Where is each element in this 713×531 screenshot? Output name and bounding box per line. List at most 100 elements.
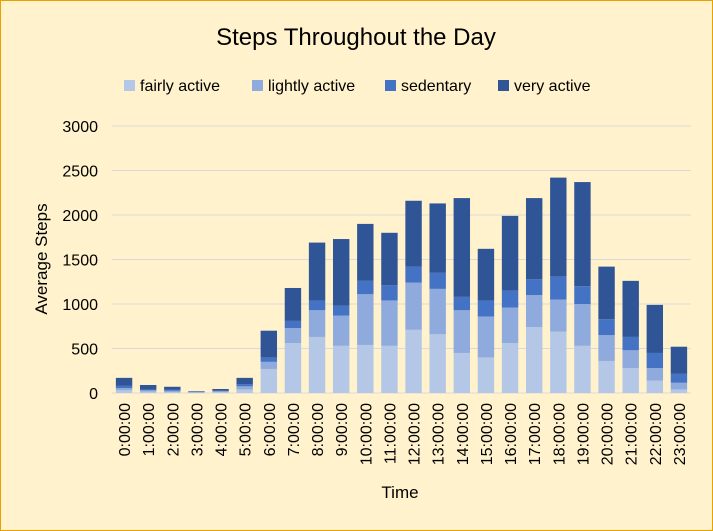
x-tick-label: 13:00:00 (431, 403, 448, 465)
legend-swatch (498, 80, 509, 91)
bar-segment-sedentary (501, 290, 519, 308)
bar-segment-lightly-active (550, 299, 567, 332)
bar-segment-fairly-active (501, 343, 519, 393)
bar-segment-lightly-active (115, 388, 133, 391)
bar-segment-sedentary (670, 373, 688, 383)
x-tick-label: 14:00:00 (455, 403, 472, 465)
bar-segment-very-active (284, 287, 302, 321)
bar-segment-sedentary (598, 319, 615, 336)
y-tick-label: 3000 (62, 119, 98, 136)
bar-segment-lightly-active (646, 368, 664, 381)
bar-segment-lightly-active (381, 300, 398, 346)
bar-segment-very-active (332, 239, 350, 306)
bars (115, 177, 688, 393)
bar-segment-very-active (525, 198, 543, 280)
x-axis-ticks: 0:00:00 1:00:00 2:00:00 3:00:00 4:00:00 5:00:… (117, 403, 689, 465)
bar-segment-fairly-active (139, 391, 157, 393)
bar-segment-sedentary (308, 300, 326, 311)
x-tick-label: 6:00:00 (262, 403, 279, 456)
bar-segment-sedentary (574, 286, 591, 304)
bar-segment-very-active (139, 384, 157, 390)
x-tick-label: 8:00:00 (310, 403, 327, 456)
bar-segment-fairly-active (550, 331, 567, 393)
x-tick-label: 15:00:00 (479, 403, 496, 465)
bar-segment-sedentary (236, 384, 253, 387)
bar-segment-fairly-active (405, 329, 422, 393)
y-tick-label: 1500 (62, 253, 98, 270)
x-tick-label: 21:00:00 (624, 403, 641, 465)
bar-segment-lightly-active (357, 294, 374, 345)
y-axis-ticks: 0 500 1000 1500 2000 2500 3000 (62, 119, 98, 403)
y-tick-label: 2000 (62, 208, 98, 225)
bar-segment-sedentary (525, 279, 543, 296)
bar-segment-lightly-active (332, 315, 350, 346)
x-tick-label: 12:00:00 (407, 403, 424, 465)
bar-segment-lightly-active (501, 307, 519, 344)
bar-segment-fairly-active (284, 343, 302, 393)
gridlines (112, 125, 691, 394)
bar-segment-fairly-active (212, 392, 229, 393)
bar-segment-lightly-active (453, 310, 471, 353)
bar-segment-very-active (212, 388, 229, 391)
bar-segment-sedentary (260, 357, 278, 362)
legend-label: very active (514, 78, 591, 95)
bar-segment-sedentary (550, 276, 567, 300)
bar-segment-sedentary (139, 389, 157, 391)
x-tick-label: 10:00:00 (358, 403, 375, 465)
bar-segment-very-active (357, 223, 374, 281)
bar-segment-lightly-active (525, 295, 543, 328)
bar-segment-fairly-active (381, 345, 398, 393)
bar-segment-fairly-active (622, 368, 639, 393)
bar-segment-sedentary (357, 280, 374, 295)
y-axis-title: Average Steps (32, 203, 51, 314)
bar-segment-fairly-active (308, 336, 326, 393)
x-axis-title: Time (381, 483, 418, 502)
legend-swatch (252, 80, 263, 91)
bar-segment-sedentary (164, 389, 181, 391)
bar-segment-very-active (115, 377, 133, 386)
x-tick-label: 1:00:00 (141, 403, 158, 456)
bar-segment-lightly-active (164, 390, 181, 393)
bar-segment-sedentary (429, 272, 446, 289)
bar-segment-sedentary (115, 385, 133, 389)
bar-segment-fairly-active (236, 389, 253, 393)
x-tick-label: 4:00:00 (214, 403, 231, 456)
bar-segment-fairly-active (164, 392, 181, 393)
bar-segment-lightly-active (212, 391, 229, 393)
bar-segment-very-active (453, 198, 471, 297)
bar-segment-fairly-active (453, 352, 471, 393)
bar-segment-lightly-active (405, 282, 422, 330)
y-tick-label: 500 (71, 342, 98, 359)
bar-segment-very-active (236, 377, 253, 385)
x-tick-label: 2:00:00 (165, 403, 182, 456)
bar-segment-sedentary (477, 300, 495, 317)
bar-segment-very-active (429, 203, 446, 273)
bar-segment-sedentary (405, 266, 422, 283)
bar-segment-fairly-active (260, 368, 278, 393)
bar-segment-sedentary (332, 305, 350, 316)
bar-segment-lightly-active (574, 304, 591, 346)
bar-segment-very-active (477, 248, 495, 301)
bar-segment-fairly-active (525, 327, 543, 393)
bar-segment-fairly-active (646, 380, 664, 393)
bar-segment-lightly-active (284, 328, 302, 344)
bar-segment-fairly-active (357, 344, 374, 393)
bar-segment-lightly-active (670, 382, 688, 390)
x-tick-label: 11:00:00 (382, 403, 399, 464)
legend-label: lightly active (268, 78, 355, 95)
bar-segment-very-active (405, 200, 422, 267)
y-tick-label: 2500 (62, 164, 98, 181)
bar-segment-very-active (501, 215, 519, 291)
bar-segment-very-active (164, 386, 181, 390)
x-tick-label: 19:00:00 (575, 403, 592, 465)
bar-segment-very-active (598, 266, 615, 320)
x-tick-label: 22:00:00 (648, 403, 665, 465)
x-tick-label: 7:00:00 (286, 403, 303, 456)
y-tick-label: 0 (89, 386, 98, 403)
bar-segment-lightly-active (477, 316, 495, 358)
bar-segment-fairly-active (332, 345, 350, 393)
bar-segment-very-active (381, 232, 398, 286)
bar-segment-very-active (308, 242, 326, 301)
